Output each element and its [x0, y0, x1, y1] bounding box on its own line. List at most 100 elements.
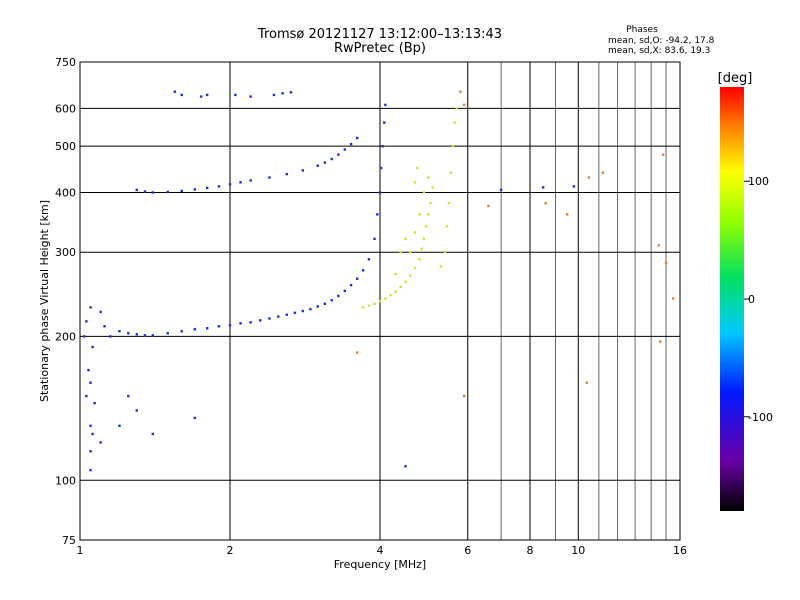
- point-s2-14: [544, 201, 547, 205]
- point-s1-10: [413, 266, 417, 270]
- point-s1-25: [445, 225, 449, 228]
- y-axis-ticks: 75 100 200 300 400 500 600 750: [55, 56, 76, 547]
- phase-stats-o: mean, sd,O: -94.2, 17.8: [608, 36, 715, 46]
- x-tick-label-4: 8: [527, 544, 534, 557]
- point-s2-9: [658, 340, 662, 343]
- colorbar-ticks: 100 0 -100: [744, 175, 773, 424]
- point-s0-74: [199, 95, 203, 98]
- point-s0-29: [268, 317, 271, 320]
- point-s0-3: [91, 345, 94, 349]
- point-s0-7: [93, 401, 96, 405]
- point-s2-11: [462, 394, 466, 398]
- x-tick-label-5: 10: [571, 544, 585, 557]
- point-s0-31: [285, 313, 288, 316]
- point-s1-11: [418, 258, 421, 261]
- point-s0-88: [499, 188, 503, 192]
- point-s0-8: [89, 424, 92, 428]
- point-s2-0: [459, 90, 462, 93]
- point-s1-29: [453, 121, 456, 124]
- y-tick-label-0: 75: [62, 534, 76, 547]
- point-s0-46: [378, 191, 382, 194]
- y-tick-label-7: 750: [55, 56, 76, 69]
- point-s0-36: [323, 302, 327, 305]
- point-s1-18: [409, 251, 412, 254]
- x-tick-label-1: 2: [227, 544, 234, 557]
- colorbar-tick-label-1: 0: [748, 293, 755, 306]
- point-s0-78: [272, 93, 276, 97]
- point-s1-5: [389, 293, 392, 297]
- point-s0-77: [249, 95, 252, 98]
- point-s1-30: [455, 107, 458, 110]
- phase-stats-x: mean, sd,X: 83.6, 19.3: [608, 46, 710, 56]
- point-s2-3: [587, 176, 591, 179]
- point-s2-2: [565, 213, 569, 216]
- phases-label: Phases: [626, 25, 658, 35]
- point-s0-50: [384, 103, 387, 107]
- point-s1-9: [409, 274, 412, 277]
- point-s0-21: [180, 330, 183, 333]
- y-tick-label-3: 300: [55, 246, 76, 259]
- point-s2-10: [585, 381, 588, 384]
- point-s0-90: [572, 185, 576, 188]
- point-s2-13: [487, 204, 490, 208]
- point-s0-63: [285, 172, 288, 176]
- point-s0-6: [85, 394, 88, 398]
- point-s0-59: [228, 183, 232, 186]
- point-s0-83: [118, 424, 121, 428]
- point-s0-10: [89, 450, 92, 453]
- point-s1-2: [373, 302, 376, 305]
- plot-frame: [79, 61, 681, 541]
- y-tick-label-4: 400: [55, 186, 76, 199]
- point-s0-17: [135, 333, 138, 336]
- point-s1-12: [420, 247, 423, 250]
- point-s0-32: [293, 311, 297, 315]
- point-s0-66: [323, 161, 327, 164]
- point-s1-15: [427, 213, 430, 216]
- chart-subtitle: RwPretec (Bp): [334, 41, 426, 56]
- point-s1-23: [439, 265, 443, 268]
- point-s0-67: [330, 157, 333, 161]
- x-tick-label-6: 16: [673, 544, 687, 557]
- x-axis-label: Frequency [MHz]: [334, 558, 426, 571]
- point-s2-7: [664, 261, 668, 265]
- point-s0-14: [109, 335, 112, 338]
- point-s0-89: [541, 186, 545, 189]
- point-s0-48: [381, 144, 384, 148]
- point-s0-72: [173, 90, 177, 93]
- colorbar-tick-label-2: -100: [748, 411, 773, 424]
- point-s0-20: [166, 332, 169, 335]
- point-s0-16: [127, 332, 130, 335]
- point-s0-53: [151, 191, 155, 194]
- point-s0-55: [180, 189, 183, 193]
- colorbar: [720, 87, 744, 511]
- data-points: [83, 90, 675, 472]
- point-s0-28: [259, 319, 262, 322]
- point-s1-4: [384, 297, 387, 300]
- x-tick-label-2: 4: [377, 544, 384, 557]
- point-s0-58: [217, 185, 221, 188]
- point-s0-84: [151, 432, 155, 436]
- point-s0-22: [193, 328, 197, 331]
- point-s1-32: [415, 166, 419, 170]
- point-s1-28: [451, 144, 455, 148]
- point-s0-0: [83, 335, 86, 338]
- point-s0-25: [228, 324, 232, 327]
- point-s0-71: [355, 136, 359, 140]
- y-tick-label-1: 100: [55, 474, 76, 487]
- point-s0-40: [349, 283, 353, 287]
- point-s0-19: [151, 334, 155, 337]
- point-s0-11: [99, 441, 102, 444]
- point-s0-70: [349, 142, 353, 146]
- point-s1-26: [447, 201, 451, 205]
- chart-title: Tromsø 20121127 13:12:00–13:13:43: [257, 27, 502, 42]
- point-s0-56: [193, 188, 197, 191]
- grid-lines: [80, 62, 680, 540]
- point-s0-81: [127, 394, 130, 398]
- point-s0-73: [180, 93, 183, 97]
- point-s0-69: [343, 148, 347, 151]
- point-s0-38: [337, 294, 340, 298]
- point-s0-85: [193, 416, 197, 420]
- point-s0-80: [289, 91, 293, 94]
- point-s2-1: [462, 103, 466, 107]
